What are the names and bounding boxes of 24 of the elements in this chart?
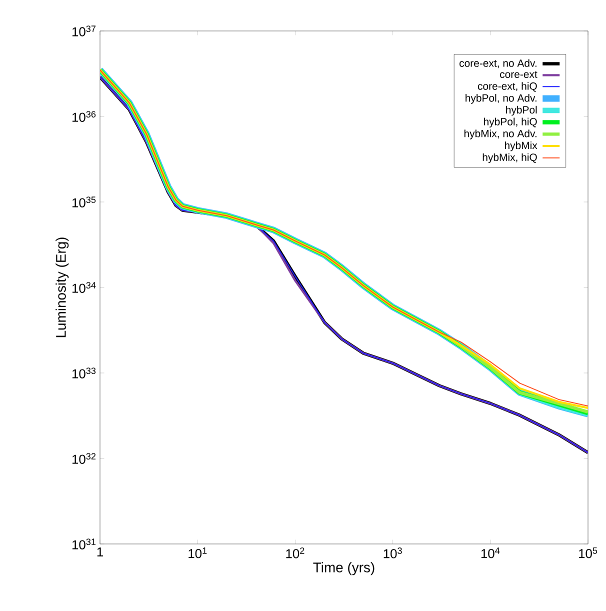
x-tick-label: 10$^{2}$ <box>286 547 304 558</box>
legend-label: core-ext, no Adv. <box>460 59 536 68</box>
x-tick-label: 1 <box>97 547 103 556</box>
legend-label: hybMix, hiQ <box>482 153 537 164</box>
x-tick-label: 10$^{5}$ <box>579 547 598 558</box>
x-axis-title: Time (yrs) <box>313 562 374 576</box>
y-axis-title: Luminosity (Erg) <box>56 238 69 338</box>
y-tick-label: 10$^{31}$ <box>72 538 96 550</box>
y-tick-label: 10$^{36}$ <box>72 111 96 122</box>
y-tick-label: 10$^{33}$ <box>72 368 96 378</box>
x-tick-label: 10$^{3}$ <box>384 547 402 558</box>
legend-label: core-ext <box>500 71 538 78</box>
y-tick-label: 10$^{35}$ <box>72 196 96 208</box>
y-tick-label: 10$^{37}$ <box>72 26 96 36</box>
y-tick-label: 10$^{34}$ <box>72 282 96 293</box>
legend-label: hybMix, no Adv. <box>464 130 536 140</box>
legend-label: core-ext, hiQ <box>478 82 537 92</box>
legend-label: hybPol, hiQ <box>484 118 537 128</box>
x-tick-label: 10$^{1}$ <box>188 547 207 558</box>
legend-label: hybMix <box>504 141 538 152</box>
legend-label: hybPol <box>506 106 537 116</box>
y-tick-label: 10$^{32}$ <box>72 453 96 464</box>
legend-label: hybPol, no Adv. <box>466 94 536 104</box>
x-tick-label: 10$^{4}$ <box>481 547 500 558</box>
